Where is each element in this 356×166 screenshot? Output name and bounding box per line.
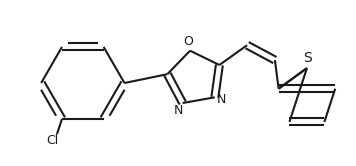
Text: N: N — [174, 104, 183, 117]
Text: O: O — [183, 35, 193, 48]
Text: S: S — [304, 51, 312, 65]
Text: N: N — [217, 93, 226, 106]
Text: Cl: Cl — [46, 134, 58, 147]
